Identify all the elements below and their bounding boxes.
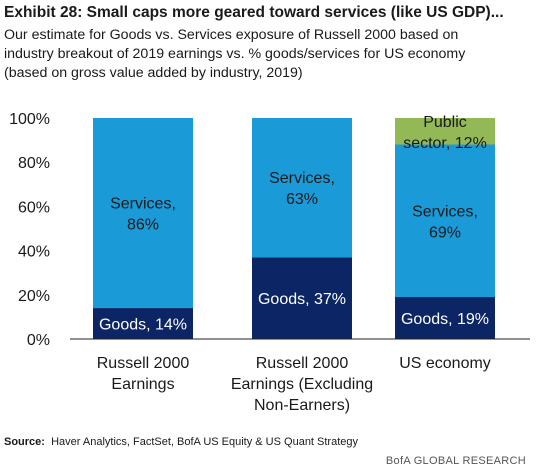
data-label-services: 69%	[429, 224, 461, 241]
data-label-goods: Goods, 19%	[401, 311, 489, 328]
bar-segment-goods	[93, 308, 193, 339]
x-category-label: Earnings (Excluding	[231, 376, 373, 393]
bar-segment-services	[395, 144, 495, 298]
x-category-label: Earnings	[111, 376, 174, 393]
source-note: Source: Haver Analytics, FactSet, BofA U…	[4, 436, 358, 448]
x-category-label: Russell 2000	[256, 355, 349, 372]
y-tick-label: 0%	[27, 332, 50, 349]
y-axis: 0% 20% 40% 60% 80% 100%	[9, 111, 50, 349]
data-label-services: 86%	[127, 217, 159, 234]
y-tick-label: 60%	[18, 199, 50, 216]
y-tick-label: 20%	[18, 288, 50, 305]
data-label-services: 63%	[286, 191, 318, 208]
subtitle-line-1: Our estimate for Goods vs. Services expo…	[4, 27, 459, 43]
bar-segment-services	[252, 118, 352, 258]
y-tick-label: 100%	[9, 111, 50, 128]
bar-segment-goods	[252, 257, 352, 339]
stacked-bar-chart: 0% 20% 40% 60% 80% 100% Goods, 14% Services, 86…	[9, 111, 530, 414]
y-tick-label: 40%	[18, 244, 50, 261]
y-tick-label: 80%	[18, 155, 50, 172]
data-label-goods: Goods, 14%	[99, 317, 187, 334]
bar-segment-goods	[395, 297, 495, 339]
source-label: Source:	[4, 436, 45, 448]
x-category-label: Russell 2000	[97, 355, 190, 372]
x-category-label: US economy	[399, 355, 491, 372]
data-label-services: Services,	[269, 170, 335, 187]
x-axis: Russell 2000 Earnings Russell 2000 Earnings…	[70, 338, 530, 414]
data-label-services: Services,	[110, 196, 176, 213]
x-category-label: Non-Earners)	[254, 397, 350, 414]
bar-segment-public	[395, 118, 495, 145]
data-label-goods: Goods, 37%	[258, 291, 346, 308]
chart-title: Exhibit 28: Small caps more geared towar…	[4, 4, 504, 21]
data-label-public: Public	[423, 114, 467, 131]
brand-footer: BofA GLOBAL RESEARCH	[385, 455, 526, 467]
bars	[93, 118, 495, 339]
source-text: Haver Analytics, FactSet, BofA US Equity…	[51, 436, 359, 448]
chart-subtitle: Our estimate for Goods vs. Services expo…	[4, 26, 534, 83]
data-label-services: Services,	[412, 203, 478, 220]
subtitle-line-2: industry breakout of 2019 earnings vs. %…	[4, 46, 466, 62]
subtitle-line-3: (based on gross value added by industry,…	[4, 65, 303, 81]
bar-labels: Goods, 14% Services, 86% Goods, 37% Services…	[99, 114, 489, 334]
data-label-public: sector, 12%	[403, 135, 487, 152]
bar-segment-services	[93, 118, 193, 309]
